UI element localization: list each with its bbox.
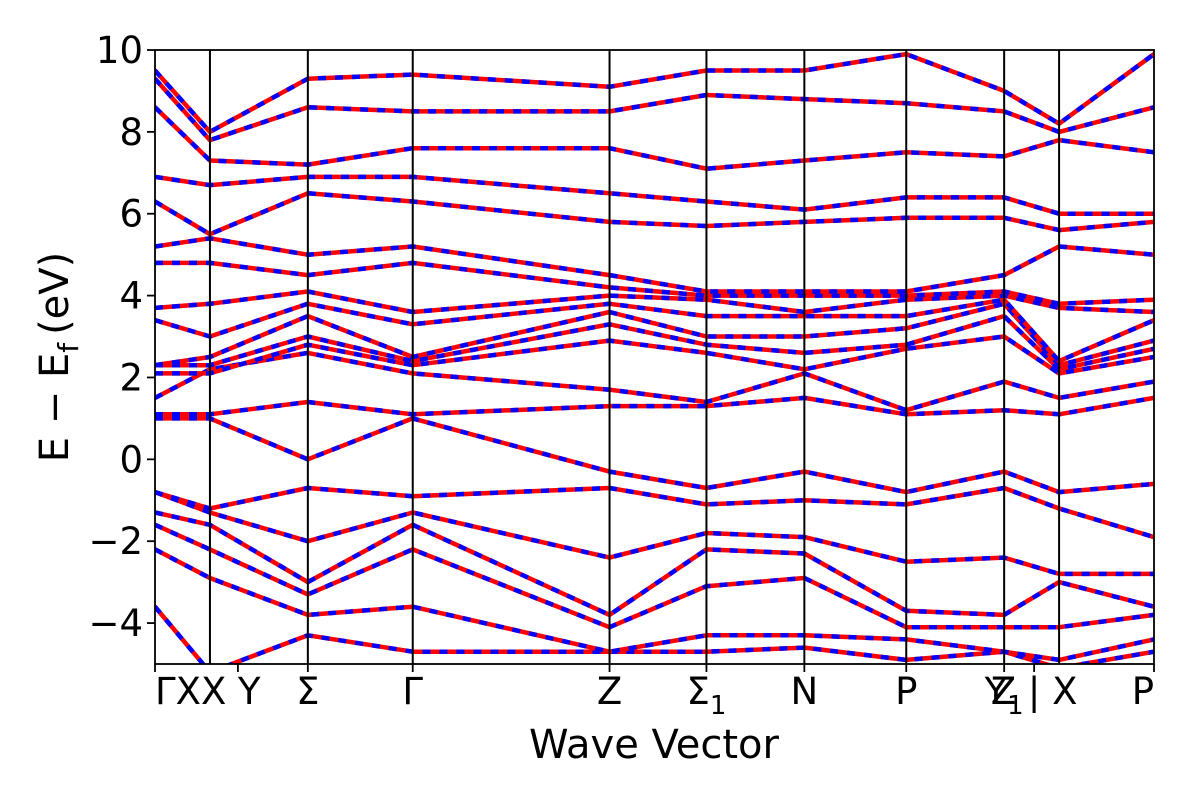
band-line-overlay <box>155 174 1154 216</box>
x-tick-label: Σ1 <box>686 670 726 721</box>
y-tick-label: 8 <box>119 111 143 154</box>
band-line-overlay <box>155 260 1154 307</box>
y-tick-label: 2 <box>119 356 143 399</box>
y-axis-title-main: E − E <box>32 353 78 463</box>
band-line-overlay <box>155 301 1154 368</box>
y-tick-label: 4 <box>119 275 143 318</box>
y-tick-label: 6 <box>119 193 143 236</box>
band-line-overlay <box>155 51 1154 135</box>
band-line-overlay <box>155 191 1154 237</box>
y-tick-label: −2 <box>88 520 143 563</box>
band-line-overlay <box>155 289 1154 315</box>
x-tick-label: Z <box>597 670 622 713</box>
band-line-overlay <box>155 334 1154 376</box>
x-tick-label: Γ <box>402 670 423 713</box>
x-tick-label: N <box>791 670 819 713</box>
y-axis-ticks: −4 −2 0 2 4 6 8 10 <box>88 29 155 645</box>
y-axis-title-unit: (eV) <box>32 252 78 335</box>
x-tick-label-sub: 1 <box>1007 691 1024 721</box>
plot-frame <box>154 49 1155 665</box>
band-line-overlay <box>155 547 1154 663</box>
y-tick-label: 10 <box>96 29 143 72</box>
band-lines <box>155 51 1154 664</box>
x-tick-label: Σ <box>296 670 319 713</box>
y-tick-label: −4 <box>88 602 143 645</box>
band-line-overlay <box>155 489 1154 577</box>
x-tick-label: P <box>895 670 917 713</box>
high-symmetry-lines <box>208 50 1061 664</box>
x-tick-label: ΓXX <box>155 670 226 713</box>
y-tick-label: 0 <box>119 438 143 481</box>
x-tick-label-sub: 1 <box>710 691 727 721</box>
x-tick-label: P <box>1132 670 1154 713</box>
band-line-overlay <box>155 416 1154 495</box>
band-line-overlay <box>155 236 1154 294</box>
x-axis-title: Wave Vector <box>529 722 780 768</box>
band-line-overlay <box>155 485 1154 540</box>
band-line-overlay <box>155 395 1154 417</box>
band-line-overlay <box>155 510 1154 618</box>
y-axis-title-sub: f <box>52 342 85 353</box>
x-tick-label: Z | X <box>991 670 1078 713</box>
band-line-overlay <box>155 605 1154 664</box>
band-line-overlay <box>155 105 1154 171</box>
y-axis-title: E − Ef (eV) <box>32 252 85 463</box>
x-tick-label: Y <box>237 670 261 713</box>
